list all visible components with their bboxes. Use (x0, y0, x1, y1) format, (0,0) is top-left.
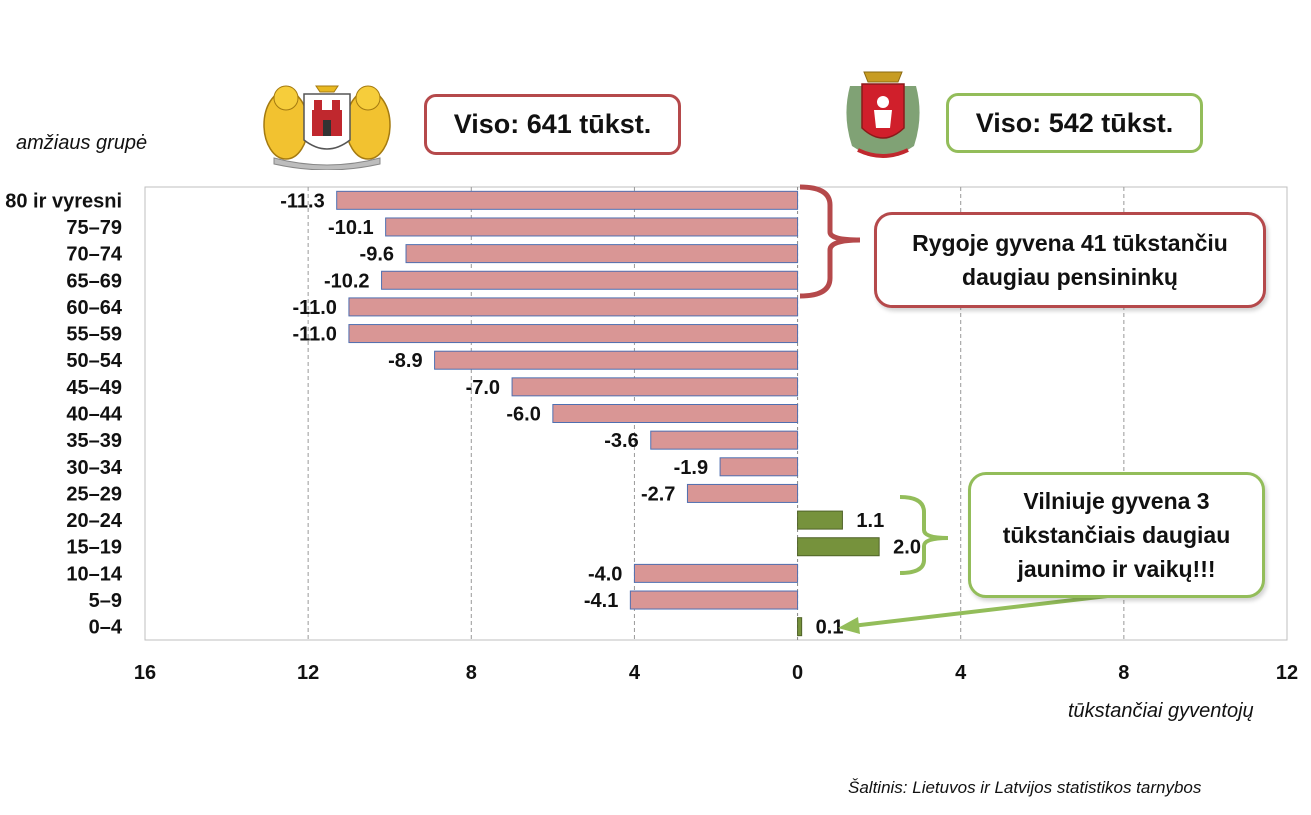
riga-pensioners-callout: Rygoje gyvena 41 tūkstančiu daugiau pens… (874, 212, 1266, 308)
bar (348, 324, 799, 344)
value-label: -2.7 (641, 483, 675, 505)
x-tick-label: 12 (1276, 662, 1298, 684)
value-label: -1.9 (674, 457, 708, 479)
category-label: 25–29 (66, 483, 122, 505)
bar (719, 457, 799, 477)
category-label: 40–44 (66, 404, 122, 426)
bar (629, 590, 799, 610)
bar (686, 483, 799, 503)
value-label: -11.3 (280, 190, 324, 212)
bar (633, 563, 799, 583)
value-label: 1.1 (856, 510, 884, 532)
value-label: -11.0 (292, 297, 336, 319)
category-label: 70–74 (66, 244, 122, 266)
value-label: 0.1 (816, 617, 844, 639)
category-label: 55–59 (66, 324, 122, 346)
bar (348, 297, 799, 317)
x-tick-label: 8 (466, 662, 477, 684)
value-label: 2.0 (893, 537, 921, 559)
category-label: 50–54 (66, 350, 122, 372)
value-label: -6.0 (506, 404, 540, 426)
value-label: -11.0 (292, 324, 336, 346)
category-label: 20–24 (66, 510, 122, 532)
category-label: 35–39 (66, 430, 122, 452)
value-label: -7.0 (466, 377, 500, 399)
category-label: 0–4 (89, 617, 123, 639)
category-label: 60–64 (66, 297, 122, 319)
category-labels: 80 ir vyresni 75–79 70–74 65–69 60–64 55–59 50… (5, 190, 123, 638)
source-note: Šaltinis: Lietuvos ir Latvijos statistik… (848, 778, 1202, 797)
vilnius-coat-of-arms-icon (846, 71, 920, 158)
x-tick-label: 8 (1118, 662, 1129, 684)
category-label: 80 ir vyresni (5, 190, 122, 212)
x-tick-label: 0 (792, 662, 803, 684)
bars (336, 190, 880, 637)
category-label: 75–79 (66, 217, 122, 239)
arrow-head (838, 617, 860, 634)
category-label: 5–9 (89, 590, 122, 612)
x-tick-label: 4 (629, 662, 641, 684)
x-tick-labels: 16 12 8 4 0 4 8 12 (134, 662, 1298, 684)
bar (336, 190, 799, 210)
bar (385, 217, 799, 237)
x-tick-label: 12 (297, 662, 319, 684)
vilnius-brace (899, 495, 949, 575)
category-label: 65–69 (66, 270, 122, 292)
x-axis-label: tūkstančiai gyventojų (1068, 700, 1254, 722)
x-tick-label: 16 (134, 662, 156, 684)
bar (552, 404, 799, 423)
category-label: 30–34 (66, 457, 122, 479)
bar (797, 510, 843, 530)
category-label: 10–14 (66, 563, 122, 585)
value-label: -10.1 (328, 217, 374, 239)
riga-total-box: Viso: 641 tūkst. (424, 94, 681, 155)
riga-brace (799, 184, 861, 299)
category-label: 45–49 (66, 377, 122, 399)
vilnius-total-box: Viso: 542 tūkst. (946, 93, 1203, 153)
bar (405, 244, 799, 264)
value-labels: -11.3-10.1 -9.6 -10.2 -11.0 -11.0 -8.9 -7.0 -6.… (280, 190, 921, 638)
bar (797, 617, 803, 637)
value-label: -4.0 (588, 563, 622, 585)
vilnius-youth-callout: Vilniuje gyvena 3 tūkstančiais daugiau j… (968, 472, 1265, 598)
bar (434, 350, 799, 370)
value-label: -10.2 (324, 270, 370, 292)
x-tick-label: 4 (955, 662, 967, 684)
bar (381, 270, 799, 290)
value-label: -4.1 (584, 590, 618, 612)
value-label: -8.9 (388, 350, 422, 372)
bar (650, 430, 799, 450)
value-label: -9.6 (360, 244, 394, 266)
bar (797, 537, 880, 557)
riga-coat-of-arms-icon (263, 85, 391, 170)
bar (511, 377, 799, 397)
arrow-line (851, 593, 1117, 628)
value-label: -3.6 (604, 430, 638, 452)
category-label: 15–19 (66, 537, 122, 559)
y-axis-label: amžiaus grupė (16, 132, 148, 154)
